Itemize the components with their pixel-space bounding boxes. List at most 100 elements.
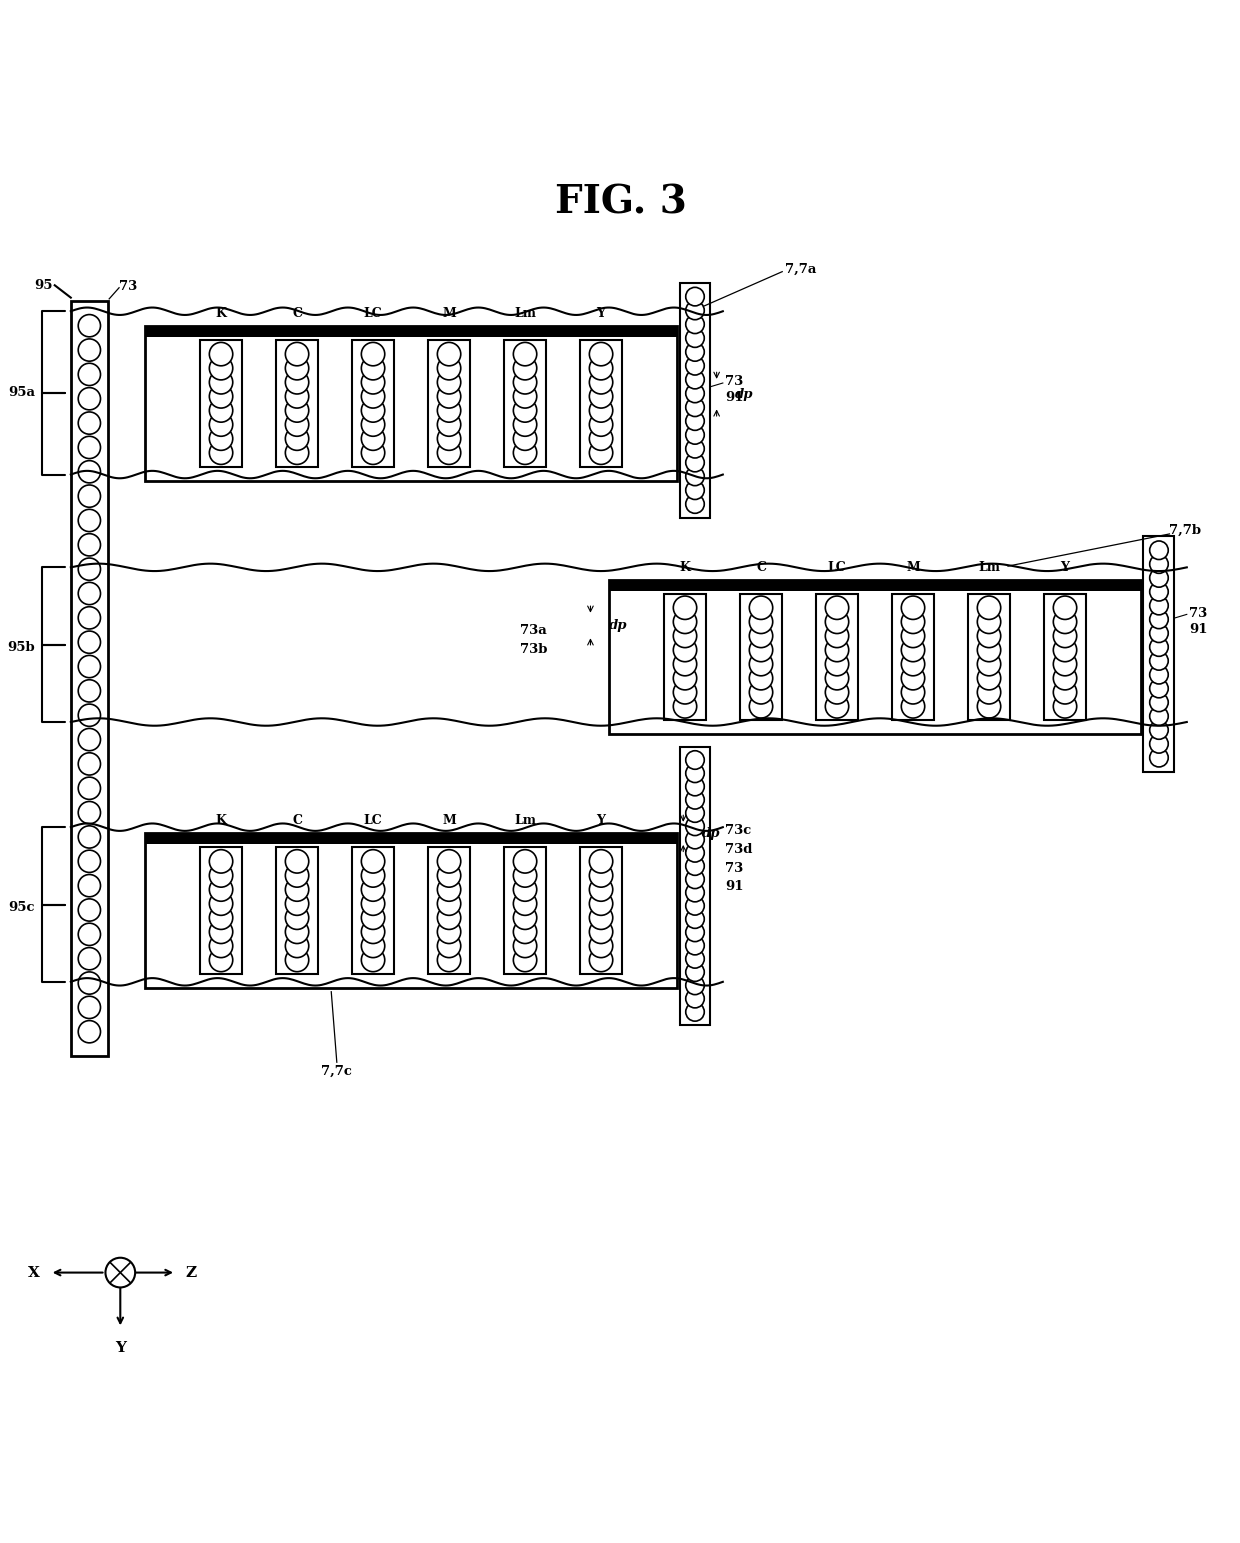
Circle shape bbox=[673, 653, 697, 676]
Circle shape bbox=[210, 949, 233, 972]
Circle shape bbox=[513, 864, 537, 887]
Circle shape bbox=[686, 883, 704, 901]
Circle shape bbox=[1053, 667, 1076, 690]
Circle shape bbox=[686, 856, 704, 875]
Circle shape bbox=[78, 461, 100, 483]
Circle shape bbox=[686, 937, 704, 955]
Circle shape bbox=[361, 427, 384, 451]
Circle shape bbox=[826, 625, 848, 648]
Text: Y: Y bbox=[596, 307, 605, 319]
FancyBboxPatch shape bbox=[892, 594, 934, 721]
Circle shape bbox=[361, 892, 384, 915]
Text: dp: dp bbox=[735, 387, 754, 401]
Circle shape bbox=[285, 920, 309, 943]
Circle shape bbox=[438, 906, 461, 929]
Text: 73a: 73a bbox=[520, 623, 547, 637]
Circle shape bbox=[749, 639, 773, 662]
Circle shape bbox=[589, 370, 613, 393]
Circle shape bbox=[589, 892, 613, 915]
Circle shape bbox=[361, 864, 384, 887]
Circle shape bbox=[673, 625, 697, 648]
Circle shape bbox=[589, 398, 613, 423]
Circle shape bbox=[826, 694, 848, 717]
Circle shape bbox=[438, 370, 461, 393]
Circle shape bbox=[361, 441, 384, 464]
Text: 73b: 73b bbox=[520, 642, 547, 656]
Circle shape bbox=[78, 753, 100, 775]
Circle shape bbox=[210, 878, 233, 901]
Circle shape bbox=[686, 816, 704, 836]
FancyBboxPatch shape bbox=[200, 847, 242, 974]
Circle shape bbox=[78, 801, 100, 824]
Circle shape bbox=[589, 850, 613, 873]
Circle shape bbox=[901, 694, 925, 717]
Text: K: K bbox=[216, 815, 227, 827]
Circle shape bbox=[285, 892, 309, 915]
Circle shape bbox=[686, 329, 704, 347]
Text: 91: 91 bbox=[725, 392, 744, 404]
Circle shape bbox=[513, 414, 537, 437]
Circle shape bbox=[686, 370, 704, 389]
Circle shape bbox=[589, 906, 613, 929]
Circle shape bbox=[210, 384, 233, 407]
Text: 95a: 95a bbox=[7, 386, 35, 400]
Circle shape bbox=[686, 977, 704, 995]
FancyBboxPatch shape bbox=[505, 847, 546, 974]
FancyBboxPatch shape bbox=[71, 301, 108, 1055]
Circle shape bbox=[826, 639, 848, 662]
Circle shape bbox=[78, 923, 100, 946]
Circle shape bbox=[78, 850, 100, 872]
Text: C: C bbox=[756, 560, 766, 574]
Circle shape bbox=[285, 343, 309, 366]
Text: M: M bbox=[443, 307, 456, 319]
Circle shape bbox=[1149, 721, 1168, 739]
Circle shape bbox=[589, 384, 613, 407]
Circle shape bbox=[513, 892, 537, 915]
Text: C: C bbox=[293, 815, 303, 827]
Circle shape bbox=[78, 559, 100, 580]
Circle shape bbox=[361, 398, 384, 423]
Circle shape bbox=[1149, 596, 1168, 614]
Circle shape bbox=[210, 920, 233, 943]
FancyBboxPatch shape bbox=[428, 847, 470, 974]
Circle shape bbox=[686, 844, 704, 863]
Circle shape bbox=[589, 356, 613, 380]
Circle shape bbox=[1149, 679, 1168, 697]
Circle shape bbox=[1149, 637, 1168, 656]
FancyBboxPatch shape bbox=[200, 339, 242, 468]
Circle shape bbox=[438, 427, 461, 451]
Circle shape bbox=[285, 441, 309, 464]
Circle shape bbox=[686, 315, 704, 333]
Text: 73c: 73c bbox=[725, 824, 751, 838]
Circle shape bbox=[1149, 651, 1168, 670]
Circle shape bbox=[673, 609, 697, 634]
FancyBboxPatch shape bbox=[505, 339, 546, 468]
FancyBboxPatch shape bbox=[580, 847, 622, 974]
Circle shape bbox=[210, 356, 233, 380]
Circle shape bbox=[438, 441, 461, 464]
Circle shape bbox=[78, 972, 100, 994]
Circle shape bbox=[589, 427, 613, 451]
Circle shape bbox=[210, 934, 233, 958]
Circle shape bbox=[78, 826, 100, 849]
Text: Lm: Lm bbox=[515, 815, 536, 827]
Text: 73: 73 bbox=[119, 279, 138, 293]
Circle shape bbox=[285, 906, 309, 929]
Circle shape bbox=[686, 495, 704, 514]
Circle shape bbox=[673, 694, 697, 717]
Circle shape bbox=[210, 427, 233, 451]
Circle shape bbox=[589, 920, 613, 943]
Circle shape bbox=[686, 440, 704, 458]
Circle shape bbox=[686, 343, 704, 361]
Circle shape bbox=[285, 427, 309, 451]
FancyBboxPatch shape bbox=[145, 833, 677, 988]
Circle shape bbox=[361, 920, 384, 943]
Text: Lm: Lm bbox=[515, 307, 536, 319]
Text: Y: Y bbox=[115, 1341, 125, 1355]
Circle shape bbox=[78, 656, 100, 677]
Circle shape bbox=[901, 639, 925, 662]
Circle shape bbox=[686, 481, 704, 500]
Circle shape bbox=[901, 596, 925, 619]
Circle shape bbox=[513, 934, 537, 958]
Circle shape bbox=[438, 356, 461, 380]
